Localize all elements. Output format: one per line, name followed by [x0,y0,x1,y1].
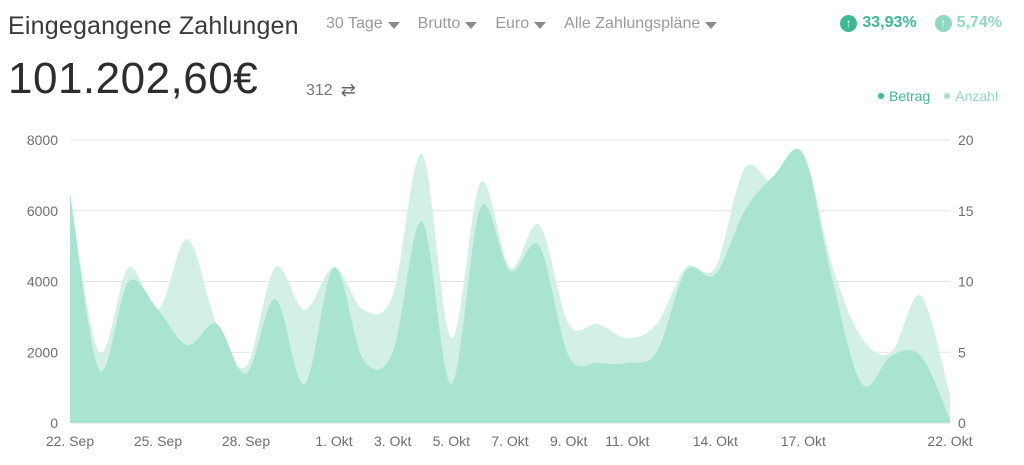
gross-net-dropdown-label: Brutto [417,15,461,32]
y-left-tick-label: 6000 [27,203,58,219]
change-stats: ↑ 33,93% ↑ 5,74% [840,14,1002,32]
amount-change-stat: ↑ 33,93% [840,14,917,32]
payment-count: 312 ⇄ [306,80,356,101]
period-dropdown[interactable]: 30 Tage [326,15,400,33]
currency-dropdown-label: Euro [495,15,530,32]
caret-down-icon [705,21,718,29]
payment-count-value: 312 [306,81,333,99]
x-tick-label: 11. Okt [605,433,649,449]
period-dropdown-label: 30 Tage [326,15,383,32]
amount-change-value: 33,93% [862,14,917,31]
y-right-tick-label: 15 [958,203,974,219]
x-tick-label: 9. Okt [550,433,587,449]
caret-down-icon [465,21,478,29]
y-left-tick-label: 8000 [27,132,58,148]
x-tick-label: 5. Okt [433,433,470,449]
legend-dot-icon [878,93,884,99]
chart-legend: Betrag Anzahl [878,88,998,104]
y-right-tick-label: 20 [958,132,974,148]
x-tick-label: 1. Okt [315,433,352,449]
x-tick-label: 17. Okt [781,433,826,449]
arrow-up-circle-icon: ↑ [934,14,952,32]
series-area-betrag [70,148,950,424]
y-left-tick-label: 0 [50,415,58,431]
x-tick-label: 22. Okt [927,433,972,449]
y-right-tick-label: 5 [958,344,966,360]
y-left-tick-label: 2000 [27,344,58,360]
x-tick-label: 28. Sep [222,433,270,449]
legend-label: Anzahl [955,88,999,104]
payment-plans-dropdown[interactable]: Alle Zahlungspläne [564,15,718,33]
page-title: Eingegangene Zahlungen [8,12,299,40]
legend-item-betrag[interactable]: Betrag [878,88,930,104]
y-left-tick-label: 4000 [27,274,58,290]
y-right-tick-label: 0 [958,415,966,431]
count-change-stat: ↑ 5,74% [934,14,1002,32]
filter-bar: 30 Tage Brutto Euro Alle Zahlungspläne [326,15,718,33]
x-tick-label: 7. Okt [491,433,528,449]
x-tick-label: 22. Sep [46,433,94,449]
legend-dot-icon [944,93,951,99]
legend-label: Betrag [889,88,931,104]
payment-plans-dropdown-label: Alle Zahlungspläne [564,15,701,32]
currency-dropdown[interactable]: Euro [495,15,547,33]
total-amount: 101.202,60€ [8,54,259,103]
y-right-tick-label: 10 [958,274,974,290]
count-change-value: 5,74% [956,14,1002,31]
swap-arrows-icon[interactable]: ⇄ [340,80,356,100]
x-tick-label: 3. Okt [374,433,411,449]
legend-item-anzahl[interactable]: Anzahl [944,88,998,104]
x-tick-label: 25. Sep [134,433,182,449]
caret-down-icon [387,21,400,29]
caret-down-icon [534,21,547,29]
gross-net-dropdown[interactable]: Brutto [418,15,478,33]
x-tick-label: 14. Okt [693,433,738,449]
arrow-up-circle-icon: ↑ [840,14,858,32]
